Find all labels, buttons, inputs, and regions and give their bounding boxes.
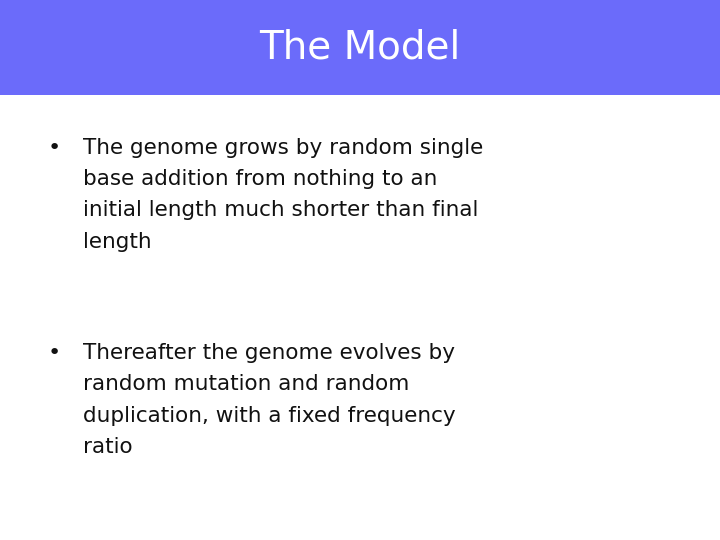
Text: initial length much shorter than final: initial length much shorter than final [83,200,478,220]
Text: •: • [48,343,60,363]
Text: base addition from nothing to an: base addition from nothing to an [83,169,437,189]
Text: random mutation and random: random mutation and random [83,374,409,394]
Text: length: length [83,232,151,252]
Text: duplication, with a fixed frequency: duplication, with a fixed frequency [83,406,456,426]
Text: Thereafter the genome evolves by: Thereafter the genome evolves by [83,343,455,363]
Text: ratio: ratio [83,437,132,457]
Text: The Model: The Model [259,28,461,66]
Text: The genome grows by random single: The genome grows by random single [83,138,483,158]
FancyBboxPatch shape [0,0,720,94]
Text: •: • [48,138,60,158]
